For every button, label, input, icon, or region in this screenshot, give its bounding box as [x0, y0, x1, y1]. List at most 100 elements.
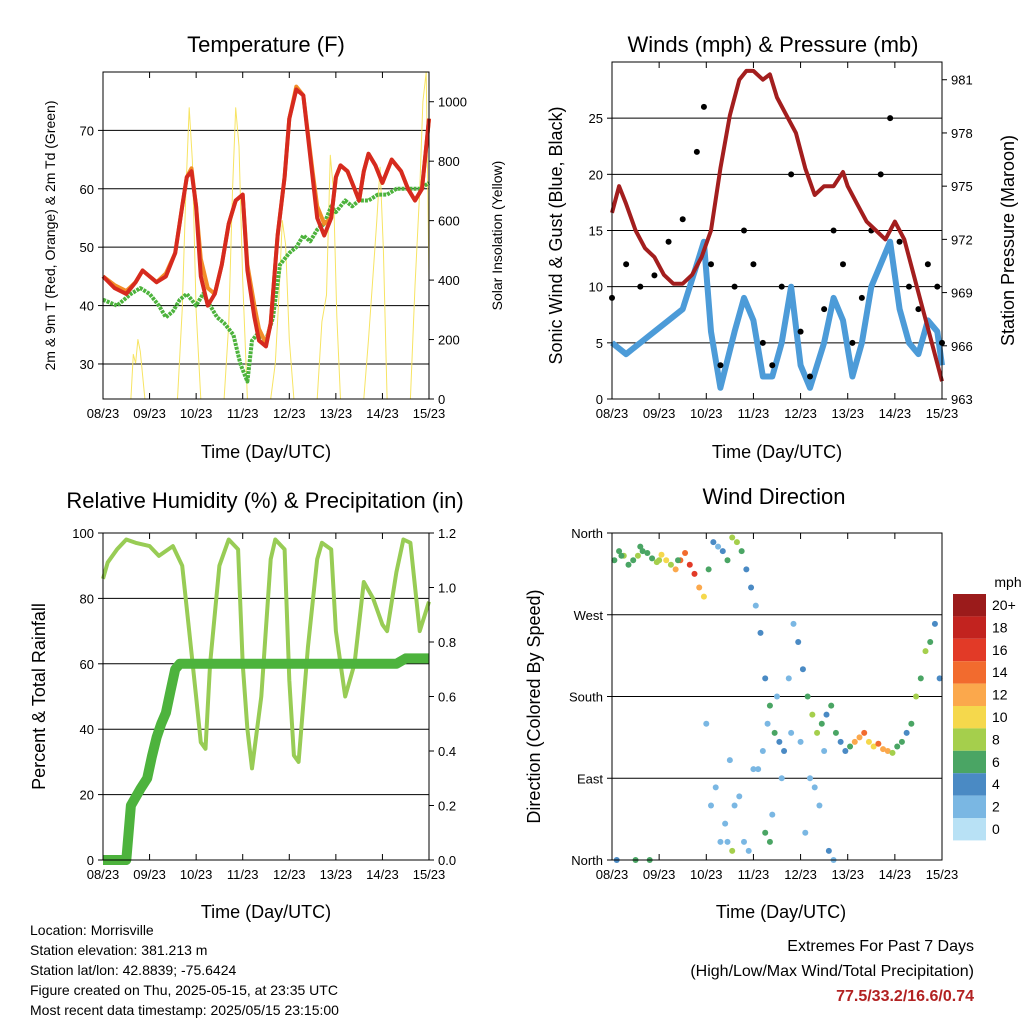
y-tick-label: 60	[80, 657, 94, 672]
x-tick-label: 11/23	[738, 406, 770, 421]
direction-point	[917, 675, 924, 682]
legend-label: 2	[992, 799, 1000, 815]
x-tick-label: 15/23	[926, 406, 959, 421]
direction-point	[705, 566, 712, 573]
x-tick-label: 14/23	[366, 406, 399, 421]
direction-point	[748, 584, 755, 591]
direction-point	[738, 548, 745, 555]
y2-tick-label: 972	[951, 232, 973, 247]
gust-point	[651, 272, 658, 279]
series-pressure	[610, 68, 944, 382]
direction-point	[804, 693, 811, 700]
direction-point	[644, 549, 651, 556]
direction-point	[741, 838, 747, 845]
y2-tick-label: 1.0	[438, 581, 456, 596]
legend-swatch	[953, 818, 986, 841]
y-tick-label: North	[571, 526, 603, 541]
chart-title: Winds (mph) & Pressure (mb)	[628, 32, 919, 57]
direction-point	[752, 602, 759, 609]
series-humidity	[101, 537, 431, 771]
direction-point	[807, 775, 813, 782]
direction-point	[865, 738, 872, 745]
direction-point	[762, 675, 769, 682]
direction-point	[894, 743, 901, 750]
legend-swatch	[953, 616, 986, 639]
y-tick-label: South	[569, 690, 603, 705]
direction-point	[712, 784, 719, 791]
direction-point	[663, 557, 670, 564]
direction-point	[875, 740, 882, 747]
direction-point	[743, 566, 750, 573]
direction-point	[816, 802, 823, 809]
direction-point	[847, 743, 854, 750]
info-location: Location: Morrisville	[30, 922, 154, 938]
direction-point	[832, 729, 839, 736]
direction-point	[755, 766, 762, 773]
direction-point	[700, 593, 707, 600]
y2-axis-label: Solar Insolation (Yellow)	[489, 161, 505, 311]
y-tick-label: 40	[80, 299, 94, 314]
direction-point	[825, 847, 832, 854]
direction-point	[769, 811, 776, 818]
legend-label: 10	[992, 709, 1008, 725]
gust-point	[623, 261, 630, 268]
y-axis-label: Direction (Colored By Speed)	[524, 589, 544, 823]
direction-point	[656, 557, 663, 564]
y2-tick-label: 0.4	[438, 744, 456, 759]
legend-swatch	[953, 683, 986, 706]
gust-point	[637, 283, 644, 290]
direction-point	[724, 838, 731, 845]
y-tick-label: 0	[596, 392, 603, 407]
direction-point	[762, 829, 769, 836]
direction-point	[795, 639, 802, 645]
y2-tick-label: 1000	[438, 95, 467, 110]
direction-point	[717, 838, 724, 845]
x-tick-label: 08/23	[87, 406, 120, 421]
x-tick-label: 10/23	[690, 867, 723, 882]
direction-point	[771, 729, 778, 736]
direction-point	[682, 549, 689, 556]
gust-point	[717, 362, 724, 369]
info-recent: Most recent data timestamp: 2025/05/15 2…	[30, 1002, 339, 1018]
direction-point	[715, 543, 722, 550]
gust-point	[915, 306, 922, 313]
gust-point	[906, 283, 912, 290]
direction-point	[766, 702, 773, 709]
direction-point	[675, 557, 681, 564]
direction-point	[903, 729, 910, 736]
x-tick-label: 13/23	[320, 406, 353, 421]
gust-point	[741, 227, 747, 234]
gust-point	[934, 283, 941, 290]
direction-point	[776, 738, 783, 745]
x-axis-label: Time (Day/UTC)	[712, 442, 842, 462]
direction-point	[842, 748, 849, 754]
y-tick-label: 25	[589, 111, 603, 126]
direction-point	[696, 584, 703, 591]
legend-label: 6	[992, 754, 1000, 770]
y2-tick-label: 800	[438, 154, 460, 169]
gust-point	[788, 171, 795, 178]
legend-swatch	[953, 638, 986, 662]
gust-point	[679, 216, 686, 223]
legend-label: 18	[992, 619, 1008, 635]
direction-point	[936, 675, 943, 682]
direction-point	[729, 847, 736, 854]
direction-point	[931, 620, 938, 627]
gust-point	[849, 339, 856, 346]
direction-point	[750, 766, 757, 773]
direction-point	[726, 757, 733, 764]
gust-point	[807, 373, 813, 380]
direction-point	[719, 548, 726, 555]
x-tick-label: 08/23	[596, 867, 629, 882]
x-tick-label: 10/23	[180, 406, 213, 421]
y-axis-label: 2m & 9m T (Red, Orange) & 2m Td (Green)	[42, 101, 58, 371]
y2-tick-label: 981	[951, 73, 973, 88]
direction-point	[703, 720, 710, 727]
direction-point	[851, 738, 858, 745]
legend-swatch	[953, 594, 986, 617]
x-tick-label: 10/23	[690, 406, 723, 421]
series-precipitation	[103, 653, 429, 865]
direction-point	[759, 748, 766, 754]
direction-point	[802, 829, 809, 836]
